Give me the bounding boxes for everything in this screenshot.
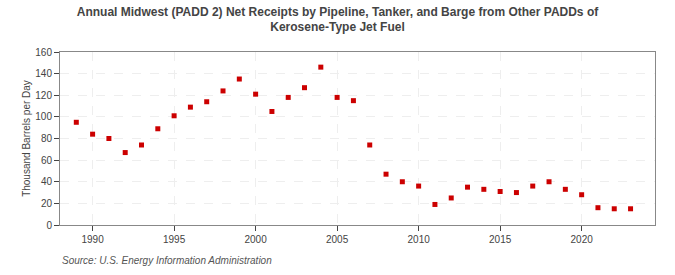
svg-text:160: 160 (35, 47, 52, 58)
svg-text:1990: 1990 (81, 234, 104, 245)
svg-text:Thousand Barrels per Day: Thousand Barrels per Day (21, 80, 32, 197)
svg-text:140: 140 (35, 68, 52, 79)
svg-text:120: 120 (35, 90, 52, 101)
svg-text:1995: 1995 (163, 234, 186, 245)
svg-text:2010: 2010 (408, 234, 431, 245)
svg-text:100: 100 (35, 111, 52, 122)
svg-text:2000: 2000 (244, 234, 267, 245)
svg-text:20: 20 (41, 198, 53, 209)
svg-text:40: 40 (41, 176, 53, 187)
svg-text:2020: 2020 (571, 234, 594, 245)
svg-text:0: 0 (46, 220, 52, 231)
svg-text:80: 80 (41, 133, 53, 144)
svg-text:2005: 2005 (326, 234, 349, 245)
svg-text:Annual Midwest (PADD 2) Net Re: Annual Midwest (PADD 2) Net Receipts by … (77, 5, 599, 35)
svg-text:Source: U.S. Energy Informatio: Source: U.S. Energy Information Administ… (62, 255, 272, 266)
svg-text:60: 60 (41, 155, 53, 166)
svg-text:2015: 2015 (489, 234, 512, 245)
